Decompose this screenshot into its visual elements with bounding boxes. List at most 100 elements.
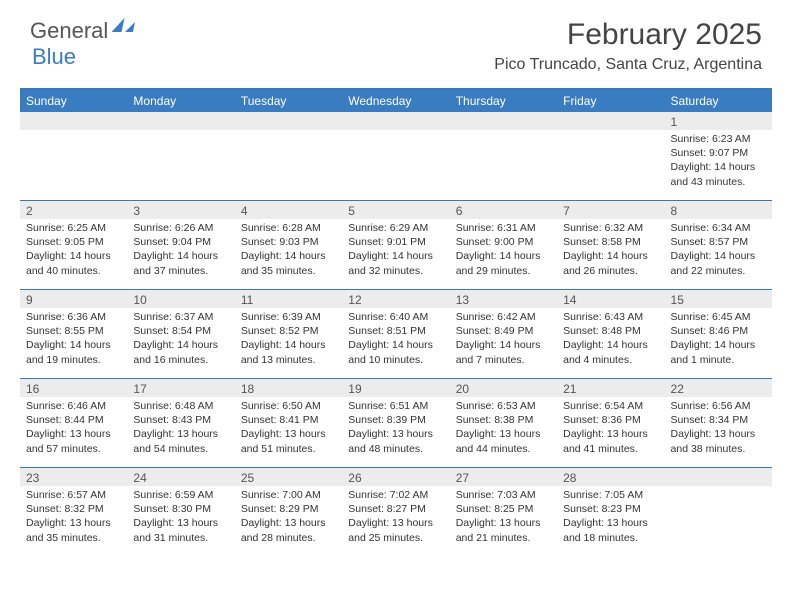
daylight-text: Daylight: 14 hours and 13 minutes. — [241, 338, 336, 366]
day-body: Sunrise: 6:29 AMSunset: 9:01 PMDaylight:… — [342, 219, 449, 282]
day-number: 6 — [450, 201, 557, 219]
weekday-header: Sunday — [20, 90, 127, 112]
day-cell — [342, 112, 449, 200]
sunset-text: Sunset: 9:03 PM — [241, 235, 336, 249]
sunrise-text: Sunrise: 6:34 AM — [671, 221, 766, 235]
day-body: Sunrise: 6:40 AMSunset: 8:51 PMDaylight:… — [342, 308, 449, 371]
month-title: February 2025 — [494, 18, 762, 52]
daylight-text: Daylight: 14 hours and 43 minutes. — [671, 160, 766, 188]
day-body: Sunrise: 7:00 AMSunset: 8:29 PMDaylight:… — [235, 486, 342, 549]
weekday-header: Thursday — [450, 90, 557, 112]
day-number: 23 — [20, 468, 127, 486]
weekday-header: Friday — [557, 90, 664, 112]
day-cell: 7Sunrise: 6:32 AMSunset: 8:58 PMDaylight… — [557, 201, 664, 289]
day-number: 12 — [342, 290, 449, 308]
daylight-text: Daylight: 13 hours and 35 minutes. — [26, 516, 121, 544]
sunset-text: Sunset: 8:30 PM — [133, 502, 228, 516]
day-number — [665, 468, 772, 486]
sunset-text: Sunset: 9:05 PM — [26, 235, 121, 249]
day-body: Sunrise: 6:34 AMSunset: 8:57 PMDaylight:… — [665, 219, 772, 282]
day-body: Sunrise: 6:51 AMSunset: 8:39 PMDaylight:… — [342, 397, 449, 460]
sunset-text: Sunset: 8:48 PM — [563, 324, 658, 338]
day-cell: 6 Sunrise: 6:31 AMSunset: 9:00 PMDaylight… — [450, 201, 557, 289]
day-cell: 22Sunrise: 6:56 AMSunset: 8:34 PMDayligh… — [665, 379, 772, 467]
sunset-text: Sunset: 8:41 PM — [241, 413, 336, 427]
daylight-text: Daylight: 14 hours and 7 minutes. — [456, 338, 551, 366]
sunset-text: Sunset: 8:51 PM — [348, 324, 443, 338]
day-cell: 28Sunrise: 7:05 AMSunset: 8:23 PMDayligh… — [557, 468, 664, 556]
day-body: Sunrise: 7:05 AMSunset: 8:23 PMDaylight:… — [557, 486, 664, 549]
day-number: 3 — [127, 201, 234, 219]
sunset-text: Sunset: 8:39 PM — [348, 413, 443, 427]
day-body: Sunrise: 6:53 AMSunset: 8:38 PMDaylight:… — [450, 397, 557, 460]
sunset-text: Sunset: 8:46 PM — [671, 324, 766, 338]
day-number: 18 — [235, 379, 342, 397]
sunrise-text: Sunrise: 6:43 AM — [563, 310, 658, 324]
day-body: Sunrise: 6:45 AMSunset: 8:46 PMDaylight:… — [665, 308, 772, 371]
day-body: Sunrise: 7:02 AMSunset: 8:27 PMDaylight:… — [342, 486, 449, 549]
weekday-header: Tuesday — [235, 90, 342, 112]
sunrise-text: Sunrise: 6:51 AM — [348, 399, 443, 413]
daylight-text: Daylight: 13 hours and 44 minutes. — [456, 427, 551, 455]
day-cell: 4Sunrise: 6:28 AMSunset: 9:03 PMDaylight… — [235, 201, 342, 289]
daylight-text: Daylight: 14 hours and 19 minutes. — [26, 338, 121, 366]
day-body — [557, 130, 664, 136]
logo-arrow-icon — [125, 22, 135, 32]
day-number — [450, 112, 557, 130]
day-body: Sunrise: 6:28 AMSunset: 9:03 PMDaylight:… — [235, 219, 342, 282]
day-number: 17 — [127, 379, 234, 397]
day-number: 14 — [557, 290, 664, 308]
day-body: Sunrise: 6:37 AMSunset: 8:54 PMDaylight:… — [127, 308, 234, 371]
sunrise-text: Sunrise: 6:40 AM — [348, 310, 443, 324]
day-body: Sunrise: 6:36 AMSunset: 8:55 PMDaylight:… — [20, 308, 127, 371]
day-number: 16 — [20, 379, 127, 397]
day-body: Sunrise: 6:25 AMSunset: 9:05 PMDaylight:… — [20, 219, 127, 282]
day-number: 24 — [127, 468, 234, 486]
day-cell: 5Sunrise: 6:29 AMSunset: 9:01 PMDaylight… — [342, 201, 449, 289]
day-number: 8 — [665, 201, 772, 219]
day-number: 4 — [235, 201, 342, 219]
day-cell: 21Sunrise: 6:54 AMSunset: 8:36 PMDayligh… — [557, 379, 664, 467]
day-number — [235, 112, 342, 130]
week-row: 1Sunrise: 6:23 AMSunset: 9:07 PMDaylight… — [20, 112, 772, 201]
day-number: 9 — [20, 290, 127, 308]
day-cell: 3Sunrise: 6:26 AMSunset: 9:04 PMDaylight… — [127, 201, 234, 289]
day-cell: 24Sunrise: 6:59 AMSunset: 8:30 PMDayligh… — [127, 468, 234, 556]
day-cell — [20, 112, 127, 200]
sunrise-text: Sunrise: 6:39 AM — [241, 310, 336, 324]
sunrise-text: Sunrise: 6:31 AM — [456, 221, 551, 235]
sunset-text: Sunset: 9:00 PM — [456, 235, 551, 249]
day-cell: 11Sunrise: 6:39 AMSunset: 8:52 PMDayligh… — [235, 290, 342, 378]
sunset-text: Sunset: 8:57 PM — [671, 235, 766, 249]
sunrise-text: Sunrise: 6:48 AM — [133, 399, 228, 413]
sunrise-text: Sunrise: 6:59 AM — [133, 488, 228, 502]
day-number: 22 — [665, 379, 772, 397]
day-cell: 27Sunrise: 7:03 AMSunset: 8:25 PMDayligh… — [450, 468, 557, 556]
day-body: Sunrise: 7:03 AMSunset: 8:25 PMDaylight:… — [450, 486, 557, 549]
week-row: 23Sunrise: 6:57 AMSunset: 8:32 PMDayligh… — [20, 468, 772, 556]
daylight-text: Daylight: 14 hours and 29 minutes. — [456, 249, 551, 277]
day-cell: 8Sunrise: 6:34 AMSunset: 8:57 PMDaylight… — [665, 201, 772, 289]
sunrise-text: Sunrise: 6:32 AM — [563, 221, 658, 235]
daylight-text: Daylight: 13 hours and 38 minutes. — [671, 427, 766, 455]
sunrise-text: Sunrise: 6:45 AM — [671, 310, 766, 324]
day-body: Sunrise: 6:57 AMSunset: 8:32 PMDaylight:… — [20, 486, 127, 549]
day-cell: 13Sunrise: 6:42 AMSunset: 8:49 PMDayligh… — [450, 290, 557, 378]
day-body: Sunrise: 6:59 AMSunset: 8:30 PMDaylight:… — [127, 486, 234, 549]
day-body: Sunrise: 6:23 AMSunset: 9:07 PMDaylight:… — [665, 130, 772, 193]
day-number — [127, 112, 234, 130]
day-cell: 17Sunrise: 6:48 AMSunset: 8:43 PMDayligh… — [127, 379, 234, 467]
day-number: 2 — [20, 201, 127, 219]
sunrise-text: Sunrise: 6:29 AM — [348, 221, 443, 235]
day-body — [235, 130, 342, 136]
sunrise-text: Sunrise: 6:46 AM — [26, 399, 121, 413]
sunset-text: Sunset: 8:54 PM — [133, 324, 228, 338]
day-body: Sunrise: 6:48 AMSunset: 8:43 PMDaylight:… — [127, 397, 234, 460]
day-cell: 18Sunrise: 6:50 AMSunset: 8:41 PMDayligh… — [235, 379, 342, 467]
day-cell: 12Sunrise: 6:40 AMSunset: 8:51 PMDayligh… — [342, 290, 449, 378]
day-cell: 2Sunrise: 6:25 AMSunset: 9:05 PMDaylight… — [20, 201, 127, 289]
sunrise-text: Sunrise: 7:00 AM — [241, 488, 336, 502]
sunrise-text: Sunrise: 6:56 AM — [671, 399, 766, 413]
day-body — [127, 130, 234, 136]
sunrise-text: Sunrise: 6:25 AM — [26, 221, 121, 235]
